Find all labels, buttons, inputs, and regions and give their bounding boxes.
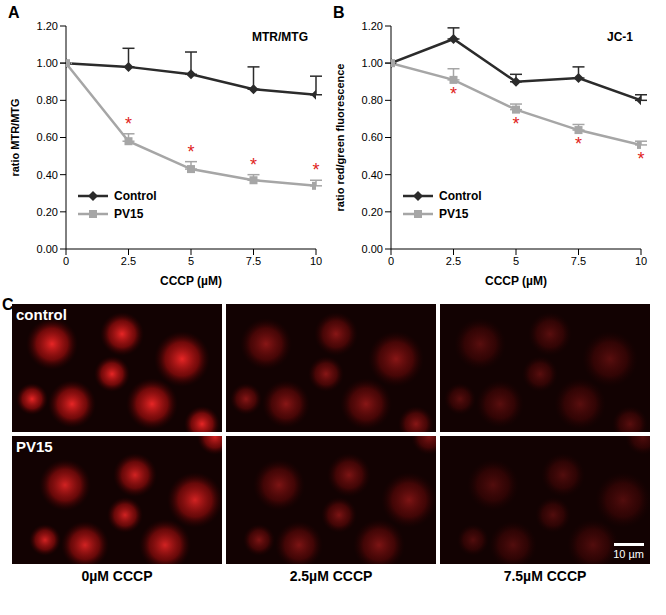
svg-text:0: 0 (63, 255, 69, 267)
svg-text:0.40: 0.40 (37, 169, 58, 181)
svg-text:7.5: 7.5 (246, 255, 261, 267)
svg-text:0.20: 0.20 (37, 206, 58, 218)
html-text:JC-1: JC-1 (607, 30, 633, 44)
html-text:B: B (333, 4, 345, 21)
html-text:PV15: PV15 (16, 438, 53, 455)
svg-text:*: * (512, 114, 519, 134)
svg-text:7.5: 7.5 (571, 255, 586, 267)
svg-text:1.20: 1.20 (362, 20, 383, 32)
svg-text:*: * (250, 155, 257, 175)
html-text:PV15: PV15 (114, 207, 144, 221)
svg-text:5: 5 (188, 255, 194, 267)
svg-text:0: 0 (388, 255, 394, 267)
svg-text:*: * (125, 114, 132, 134)
svg-text:*: * (312, 160, 319, 180)
html-text:0µM CCCP: 0µM CCCP (81, 568, 153, 584)
svg-text:ratio red/green fluorescence: ratio red/green fluorescence (334, 64, 346, 212)
svg-text:0.60: 0.60 (37, 131, 58, 143)
svg-text:*: * (637, 149, 644, 169)
svg-text:0.60: 0.60 (362, 131, 383, 143)
html-text:PV15: PV15 (439, 207, 469, 221)
svg-text:5: 5 (513, 255, 519, 267)
svg-text:2.5: 2.5 (446, 255, 461, 267)
svg-text:10: 10 (310, 255, 322, 267)
svg-text:0.40: 0.40 (362, 169, 383, 181)
svg-text:0.80: 0.80 (37, 94, 58, 106)
svg-text:1.00: 1.00 (37, 57, 58, 69)
html-text:A: A (8, 4, 20, 21)
svg-text:1.20: 1.20 (37, 20, 58, 32)
html-text:10 µm: 10 µm (613, 548, 644, 560)
svg-text:0.80: 0.80 (362, 94, 383, 106)
html-text:MTR/MTG: MTR/MTG (252, 30, 308, 44)
svg-text:2.5: 2.5 (121, 255, 136, 267)
svg-text:10: 10 (635, 255, 647, 267)
svg-text:0.20: 0.20 (362, 206, 383, 218)
html-text:C: C (2, 296, 14, 313)
html-text:Control: Control (114, 189, 157, 203)
html-text:Control: Control (439, 189, 482, 203)
svg-text:1.00: 1.00 (362, 57, 383, 69)
html-text:7.5µM CCCP: 7.5µM CCCP (503, 568, 587, 584)
svg-text:0.00: 0.00 (37, 243, 58, 255)
svg-text:ratio MTR/MTG: ratio MTR/MTG (9, 98, 21, 176)
svg-text:CCCP (µM): CCCP (µM) (485, 274, 547, 288)
svg-text:CCCP (µM): CCCP (µM) (160, 274, 222, 288)
html-text:2.5µM CCCP: 2.5µM CCCP (289, 568, 373, 584)
html-text:control: control (16, 306, 67, 323)
svg-text:*: * (450, 84, 457, 104)
svg-text:0.00: 0.00 (362, 243, 383, 255)
svg-text:*: * (187, 142, 194, 162)
svg-text:*: * (575, 134, 582, 154)
